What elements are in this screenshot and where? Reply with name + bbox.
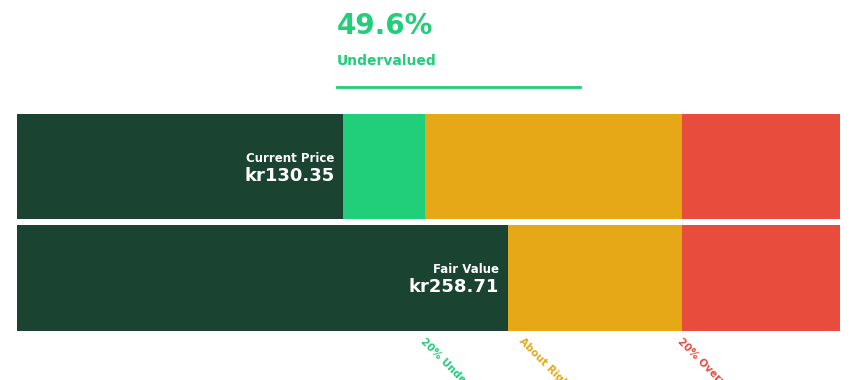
Text: Fair Value: Fair Value: [433, 263, 498, 276]
Bar: [17, 225, 507, 331]
Bar: [17, 114, 425, 220]
Bar: [17, 225, 425, 331]
Bar: [425, 225, 682, 331]
Bar: [682, 225, 839, 331]
Text: Current Price: Current Price: [246, 152, 334, 165]
Bar: [682, 114, 839, 220]
Text: About Right: About Right: [516, 336, 573, 380]
Text: kr130.35: kr130.35: [244, 167, 334, 185]
Bar: [425, 114, 682, 220]
Text: 20% Undervalued: 20% Undervalued: [417, 336, 498, 380]
Text: kr258.71: kr258.71: [408, 279, 498, 296]
Text: 20% Overvalued: 20% Overvalued: [674, 336, 749, 380]
Bar: [17, 114, 343, 220]
Text: 49.6%: 49.6%: [337, 12, 433, 40]
Text: Undervalued: Undervalued: [337, 54, 436, 68]
